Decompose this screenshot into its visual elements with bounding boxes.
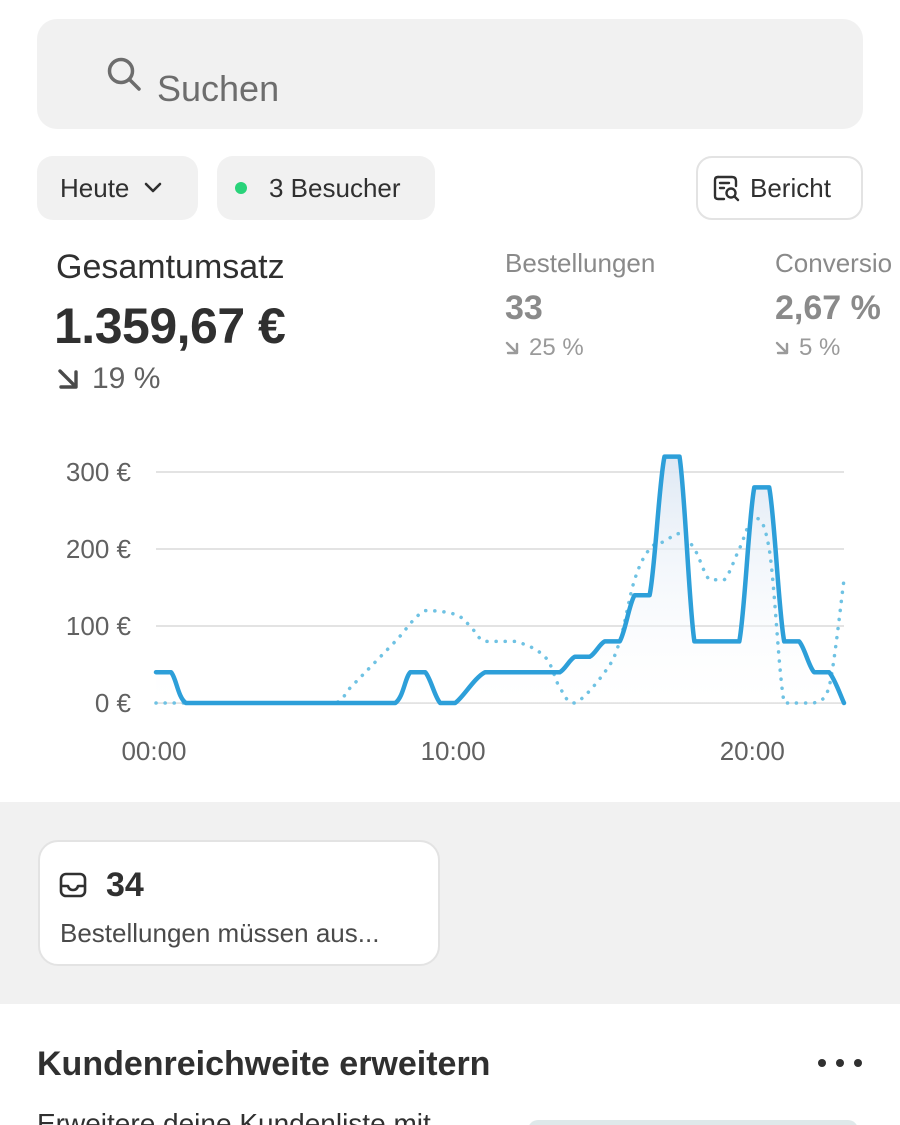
live-status-dot bbox=[235, 182, 247, 194]
arrow-down-right-icon bbox=[775, 341, 789, 355]
report-search-icon bbox=[713, 175, 740, 202]
more-options-button[interactable] bbox=[818, 1048, 862, 1078]
current-series-line bbox=[153, 454, 847, 706]
arrow-down-right-icon bbox=[58, 369, 78, 389]
search-icon bbox=[107, 57, 141, 91]
orders-metric[interactable]: Bestellungen 33 25 % bbox=[505, 248, 655, 362]
more-dot bbox=[818, 1059, 826, 1067]
conversion-metric[interactable]: Conversio 2,67 % 5 % bbox=[775, 248, 900, 362]
x-tick-label: 10:00 bbox=[421, 736, 486, 766]
live-visitors-button[interactable]: 3 Besucher bbox=[217, 156, 435, 220]
conversion-label: Conversio bbox=[775, 248, 893, 278]
y-tick-label: 200 € bbox=[66, 534, 132, 564]
report-button-label: Bericht bbox=[750, 172, 831, 203]
customer-reach-body: Erweitere deine Kundenliste mit bbox=[37, 1108, 431, 1125]
chevron-down-icon bbox=[145, 182, 162, 193]
sales-chart[interactable]: 0 € 100 € 200 € 300 € 00:00 10:00 20:00 bbox=[0, 440, 900, 780]
total-sales-value: 1.359,67 € bbox=[54, 298, 286, 354]
total-sales-label[interactable]: Gesamtumsatz bbox=[56, 248, 285, 286]
customer-reach-title: Kundenreichweite erweitern bbox=[37, 1045, 491, 1083]
date-filter-label: Heute bbox=[60, 172, 130, 203]
y-tick-label: 300 € bbox=[66, 457, 132, 487]
y-tick-label: 100 € bbox=[66, 611, 132, 641]
live-visitors-label: 3 Besucher bbox=[269, 172, 401, 203]
orders-change-value: 25 % bbox=[529, 334, 584, 361]
arrow-down-right-icon bbox=[505, 341, 519, 355]
search-placeholder: Suchen bbox=[157, 68, 280, 109]
unfulfilled-orders-count: 34 bbox=[106, 866, 144, 904]
search-bar[interactable]: Suchen bbox=[37, 19, 863, 129]
total-sales-change: 19 % bbox=[56, 362, 160, 396]
customer-reach-illustration bbox=[528, 1120, 858, 1125]
total-sales-change-value: 19 % bbox=[92, 362, 161, 395]
unfulfilled-orders-description: Bestellungen müssen aus... bbox=[60, 918, 380, 948]
x-tick-label: 00:00 bbox=[121, 736, 186, 766]
x-tick-label: 20:00 bbox=[720, 736, 785, 766]
sales-chart-svg: 0 € 100 € 200 € 300 € 00:00 10:00 20:00 bbox=[66, 454, 847, 766]
conversion-change: 5 % bbox=[775, 334, 900, 362]
orders-change: 25 % bbox=[505, 334, 655, 362]
more-dot bbox=[854, 1059, 862, 1067]
y-tick-label: 0 € bbox=[95, 688, 132, 718]
date-filter-button[interactable]: Heute bbox=[37, 156, 198, 220]
unfulfilled-orders-card[interactable]: 34 Bestellungen müssen aus... bbox=[38, 840, 440, 966]
orders-value: 33 bbox=[505, 289, 543, 327]
conversion-change-value: 5 % bbox=[799, 334, 841, 361]
conversion-value: 2,67 % bbox=[775, 289, 881, 327]
inbox-icon bbox=[59, 872, 87, 898]
more-dot bbox=[836, 1059, 844, 1067]
sales-area-fill bbox=[156, 456, 844, 703]
report-button[interactable]: Bericht bbox=[696, 156, 863, 220]
orders-label: Bestellungen bbox=[505, 248, 656, 278]
